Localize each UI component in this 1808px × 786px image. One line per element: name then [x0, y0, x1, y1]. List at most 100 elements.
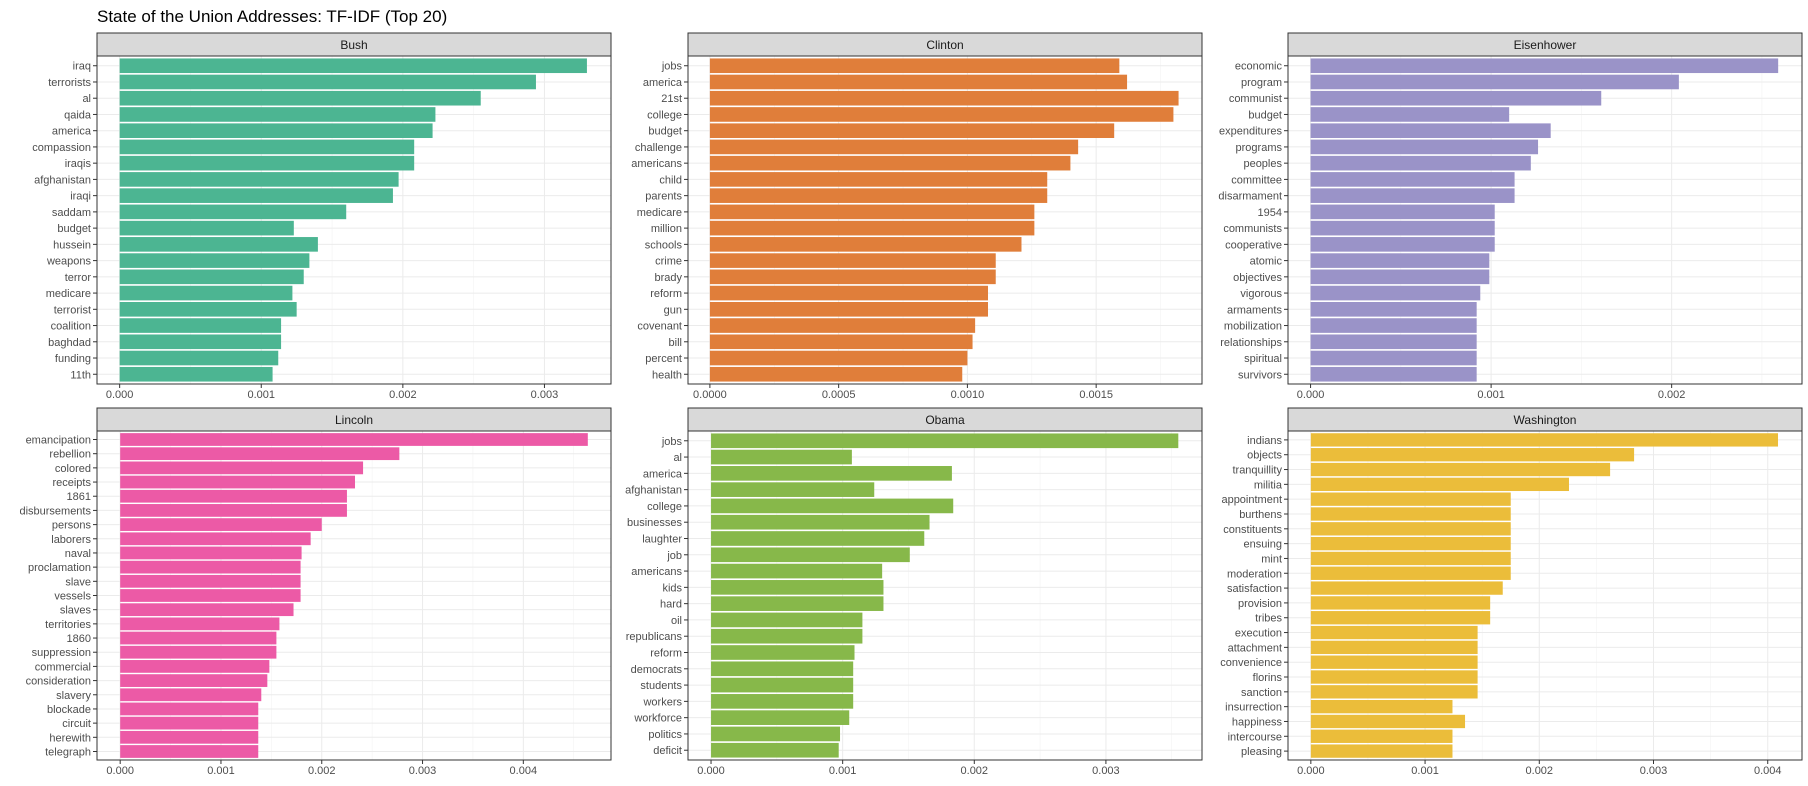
y-tick-label-bush-qaida: qaida	[64, 109, 92, 121]
y-tick-label-clinton-reform: reform	[650, 288, 682, 300]
y-tick-label-obama-democrats: democrats	[631, 664, 683, 676]
y-tick-label-eisenhower-vigorous: vigorous	[1240, 288, 1282, 300]
y-tick-label-obama-jobs: jobs	[661, 436, 683, 448]
y-tick-label-eisenhower-spiritual: spiritual	[1244, 353, 1282, 365]
facet-bush: Bush iraq terrorists al qaida america compassi…	[32, 32, 612, 401]
y-tick-label-clinton-covenant: covenant	[637, 321, 682, 333]
facet-strip-label-clinton: Clinton	[926, 38, 963, 52]
y-tick-label-bush-baghdad: baghdad	[48, 337, 91, 349]
bar-obama-students	[711, 677, 854, 693]
y-tick-label-obama-reform: reform	[650, 648, 682, 660]
y-tick-label-bush-iraqis: iraqis	[65, 158, 92, 170]
y-tick-label-washington-convenience: convenience	[1220, 657, 1282, 669]
y-tick-label-clinton-college: college	[647, 109, 682, 121]
facet-strip-label-obama: Obama	[925, 413, 965, 427]
y-tick-label-lincoln-slavery: slavery	[56, 690, 91, 702]
x-tick-label-washington: 0.001	[1411, 765, 1439, 777]
bar-clinton-america	[709, 74, 1128, 90]
bar-washington-florins	[1310, 670, 1478, 684]
bar-obama-businesses	[711, 514, 930, 530]
y-tick-label-eisenhower-communist: communist	[1229, 93, 1282, 105]
bar-clinton-college	[709, 107, 1174, 122]
x-tick-label-lincoln: 0.002	[308, 765, 336, 777]
y-tick-label-washington-insurrection: insurrection	[1225, 702, 1282, 714]
bar-washington-constituents	[1310, 522, 1511, 536]
bar-lincoln-vessels	[120, 589, 301, 602]
bar-lincoln-territories	[120, 617, 280, 631]
bar-clinton-reform	[709, 285, 989, 301]
bar-bush-qaida	[119, 107, 436, 122]
bar-obama-oil	[711, 612, 863, 628]
y-tick-label-washington-indians: indians	[1247, 435, 1282, 447]
bar-obama-laughter	[711, 531, 925, 546]
y-tick-label-washington-sanction: sanction	[1241, 687, 1282, 699]
y-tick-label-lincoln-emancipation: emancipation	[26, 435, 91, 447]
y-tick-label-lincoln-territories: territories	[45, 619, 91, 631]
bar-clinton-crime	[709, 253, 996, 268]
panel-border-bush	[96, 55, 612, 385]
bar-eisenhower-objectives	[1310, 269, 1490, 285]
y-tick-label-obama-workers: workers	[642, 696, 682, 708]
y-tick-label-eisenhower-mobilization: mobilization	[1224, 321, 1282, 333]
facet-obama: Obama jobs al america afghanistan college busi…	[625, 407, 1203, 777]
y-tick-label-lincoln-vessels: vessels	[54, 591, 91, 603]
bar-clinton-health	[709, 366, 963, 382]
y-tick-label-washington-florins: florins	[1253, 672, 1283, 684]
y-tick-label-washington-provision: provision	[1238, 598, 1282, 610]
x-tick-label-washington: 0.002	[1526, 765, 1554, 777]
y-tick-label-eisenhower-programs: programs	[1236, 142, 1283, 154]
bar-obama-workers	[711, 694, 854, 709]
y-tick-label-lincoln-commercial: commercial	[35, 661, 91, 673]
y-tick-label-washington-tribes: tribes	[1255, 613, 1282, 625]
y-tick-label-obama-kids: kids	[662, 582, 682, 594]
bar-clinton-budget	[709, 123, 1115, 138]
bar-bush-hussein	[119, 237, 318, 252]
facet-strip-label-eisenhower: Eisenhower	[1514, 38, 1577, 52]
x-tick-label-obama: 0.001	[829, 765, 857, 777]
bar-eisenhower-survivors	[1310, 366, 1477, 382]
y-tick-label-washington-tranquillity: tranquillity	[1232, 465, 1282, 477]
bar-bush-compassion	[119, 139, 415, 155]
bar-eisenhower-communist	[1310, 90, 1602, 106]
y-tick-label-eisenhower-1954: 1954	[1258, 207, 1282, 219]
bar-bush-terror	[119, 269, 304, 285]
bar-clinton-jobs	[709, 58, 1120, 74]
y-tick-label-bush-coalition: coalition	[51, 321, 91, 333]
y-tick-label-lincoln-proclamation: proclamation	[28, 562, 91, 574]
bar-clinton-21st	[709, 90, 1179, 106]
y-tick-label-obama-politics: politics	[648, 729, 682, 741]
y-tick-label-clinton-challenge: challenge	[635, 142, 682, 154]
y-tick-label-eisenhower-disarmament: disarmament	[1218, 191, 1282, 203]
x-tick-label-bush: 0.002	[389, 389, 417, 401]
facet-eisenhower: Eisenhower economic program communist budget…	[1218, 32, 1803, 401]
bar-obama-kids	[711, 580, 884, 595]
bar-washington-indians	[1310, 433, 1779, 447]
panel-border-washington	[1287, 430, 1803, 761]
panel-border-clinton	[687, 55, 1203, 385]
bar-obama-democrats	[711, 661, 854, 677]
bar-lincoln-1861	[120, 489, 347, 503]
x-tick-label-lincoln: 0.000	[106, 765, 134, 777]
y-tick-label-bush-terrorist: terrorist	[54, 304, 91, 316]
y-tick-label-lincoln-slaves: slaves	[60, 605, 92, 617]
x-tick-label-obama: 0.000	[697, 765, 725, 777]
x-tick-label-washington: 0.000	[1297, 765, 1325, 777]
panel-border-obama	[687, 430, 1203, 761]
y-tick-label-obama-businesses: businesses	[627, 517, 683, 529]
x-tick-label-eisenhower: 0.000	[1297, 389, 1325, 401]
y-tick-label-bush-compassion: compassion	[32, 142, 91, 154]
x-tick-label-obama: 0.003	[1092, 765, 1120, 777]
bar-bush-budget	[119, 220, 294, 236]
y-tick-label-eisenhower-communists: communists	[1223, 223, 1282, 235]
bar-eisenhower-relationships	[1310, 334, 1477, 350]
bar-washington-happiness	[1310, 714, 1466, 729]
bar-lincoln-rebellion	[120, 447, 400, 461]
bar-bush-iraq	[119, 58, 587, 74]
x-tick-label-obama: 0.002	[961, 765, 989, 777]
y-tick-label-clinton-crime: crime	[655, 256, 682, 268]
y-tick-label-washington-appointment: appointment	[1221, 494, 1282, 506]
bar-obama-reform	[711, 645, 855, 660]
bar-lincoln-laborers	[120, 532, 311, 546]
bar-obama-college	[711, 498, 954, 514]
y-tick-label-clinton-jobs: jobs	[661, 61, 683, 73]
